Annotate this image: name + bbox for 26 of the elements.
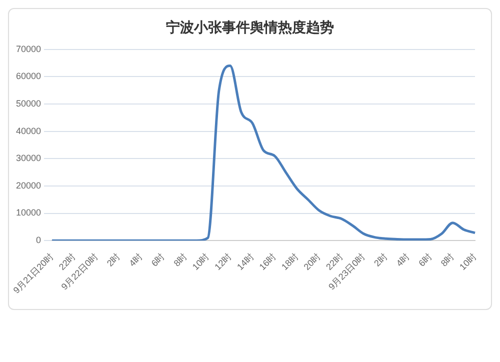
x-tick-label: 18时	[280, 251, 300, 272]
y-tick-label: 30000	[16, 153, 42, 164]
y-tick-label: 40000	[16, 126, 42, 136]
y-tick-label: 70000	[16, 44, 42, 54]
x-tick-label: 8时	[172, 251, 189, 268]
chart-title: 宁波小张事件舆情热度趋势	[165, 18, 335, 38]
x-tick-label: 10时	[458, 251, 478, 272]
x-tick-label: 2时	[105, 251, 122, 268]
y-tick-label: 0	[36, 235, 42, 246]
x-tick-label: 6时	[150, 251, 167, 268]
y-tick-label: 10000	[16, 208, 42, 218]
x-tick-label: 16时	[257, 251, 278, 272]
x-tick-label: 9月21日20时	[11, 251, 56, 296]
x-tick-label: 10时	[190, 251, 212, 272]
x-tick-label: 22时	[56, 251, 78, 272]
x-tick-label: 12时	[212, 251, 234, 272]
x-tick-label: 4时	[127, 251, 144, 268]
y-tick-label: 60000	[16, 71, 42, 82]
x-tick-label: 6时	[416, 251, 434, 268]
x-tick-label: 20时	[302, 251, 322, 272]
x-tick-label: 2时	[372, 251, 390, 268]
x-tick-label: 4时	[394, 251, 412, 268]
x-tick-label: 8时	[438, 251, 456, 268]
y-tick-label: 20000	[16, 180, 42, 190]
x-tick-label: 14时	[235, 251, 256, 272]
y-tick-label: 50000	[16, 98, 42, 109]
